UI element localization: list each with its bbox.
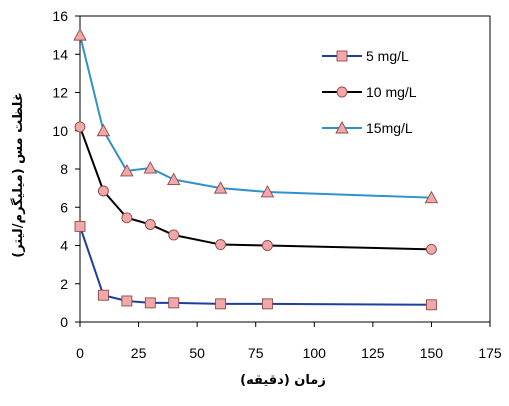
- y-tick-label: 6: [60, 199, 68, 215]
- y-tick-label: 12: [52, 85, 68, 101]
- data-point: [120, 163, 134, 177]
- data-point: [424, 190, 439, 204]
- data-point: [144, 219, 156, 230]
- axes: 0 2 4 6 8 10 12 14 16 0 25 50 75 100 125 150 175: [52, 8, 501, 361]
- data-point: [425, 243, 437, 255]
- series-line: [79, 126, 432, 251]
- x-tick-label: 100: [303, 345, 327, 361]
- x-tick-label: 25: [131, 345, 147, 361]
- series-1: [74, 220, 437, 311]
- data-point: [97, 289, 109, 301]
- legend-marker: [335, 121, 349, 134]
- legend-marker: [336, 86, 348, 98]
- y-tick-label: 8: [60, 161, 68, 177]
- data-point: [213, 181, 228, 194]
- x-tick-label: 125: [361, 345, 385, 361]
- data-point: [215, 298, 227, 310]
- data-point: [96, 123, 111, 137]
- data-point: [121, 212, 133, 224]
- data-point: [261, 240, 273, 251]
- legend: 5 mg/L 10 mg/L 15mg/L: [322, 48, 417, 136]
- legend-marker: [336, 50, 348, 62]
- x-tick-label: 75: [248, 345, 264, 361]
- data-point: [74, 220, 86, 232]
- legend-item: 10 mg/L: [322, 84, 417, 100]
- series-layer: [73, 28, 439, 311]
- data-point: [260, 185, 275, 198]
- data-point: [74, 121, 86, 133]
- data-point: [215, 239, 227, 250]
- data-point: [261, 298, 273, 310]
- legend-label: 5 mg/L: [366, 48, 409, 64]
- data-point: [97, 185, 109, 197]
- data-point: [73, 28, 87, 41]
- legend-item: 5 mg/L: [322, 48, 409, 64]
- series-2: [74, 121, 437, 255]
- y-tick-label: 16: [52, 8, 68, 24]
- data-point: [425, 299, 437, 311]
- data-point: [121, 295, 133, 307]
- y-tick-label: 2: [60, 276, 68, 292]
- x-tick-label: 50: [189, 345, 205, 361]
- y-axis-title: غلظت مس (ميليگرم/ليتر): [10, 92, 26, 257]
- data-point: [166, 172, 181, 185]
- series-line: [79, 34, 432, 199]
- y-tick-label: 4: [60, 238, 68, 254]
- y-tick-label: 0: [60, 314, 68, 330]
- legend-label: 15mg/L: [366, 120, 413, 136]
- data-point: [144, 297, 156, 309]
- x-tick-label: 0: [76, 345, 84, 361]
- data-point: [143, 161, 158, 174]
- legend-label: 10 mg/L: [366, 84, 417, 100]
- y-tick-label: 10: [52, 123, 68, 139]
- data-point: [168, 297, 180, 309]
- y-tick-label: 14: [52, 46, 68, 62]
- x-tick-label: 150: [420, 345, 444, 361]
- series-line: [79, 226, 432, 306]
- x-tick-label: 175: [478, 345, 502, 361]
- x-axis-title: زمان (دقيقه): [240, 373, 326, 388]
- series-3: [73, 28, 439, 204]
- legend-item: 15mg/L: [322, 120, 413, 136]
- data-point: [168, 229, 180, 241]
